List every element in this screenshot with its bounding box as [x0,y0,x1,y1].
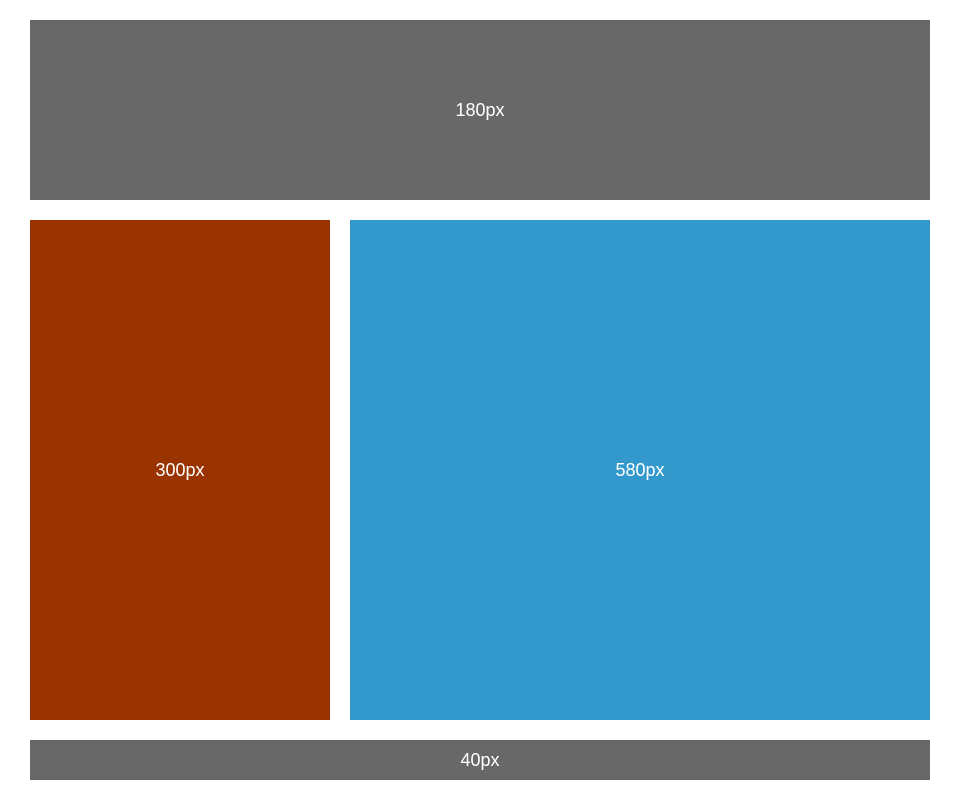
left-panel-label: 300px [155,460,205,480]
left-panel: 300px [30,220,330,720]
footer-panel: 40px [30,740,930,780]
right-panel: 580px [350,220,930,720]
right-panel-label: 580px [615,460,665,480]
header-panel-label: 180px [455,100,505,120]
header-panel: 180px [30,20,930,200]
footer-panel-label: 40px [460,750,500,770]
